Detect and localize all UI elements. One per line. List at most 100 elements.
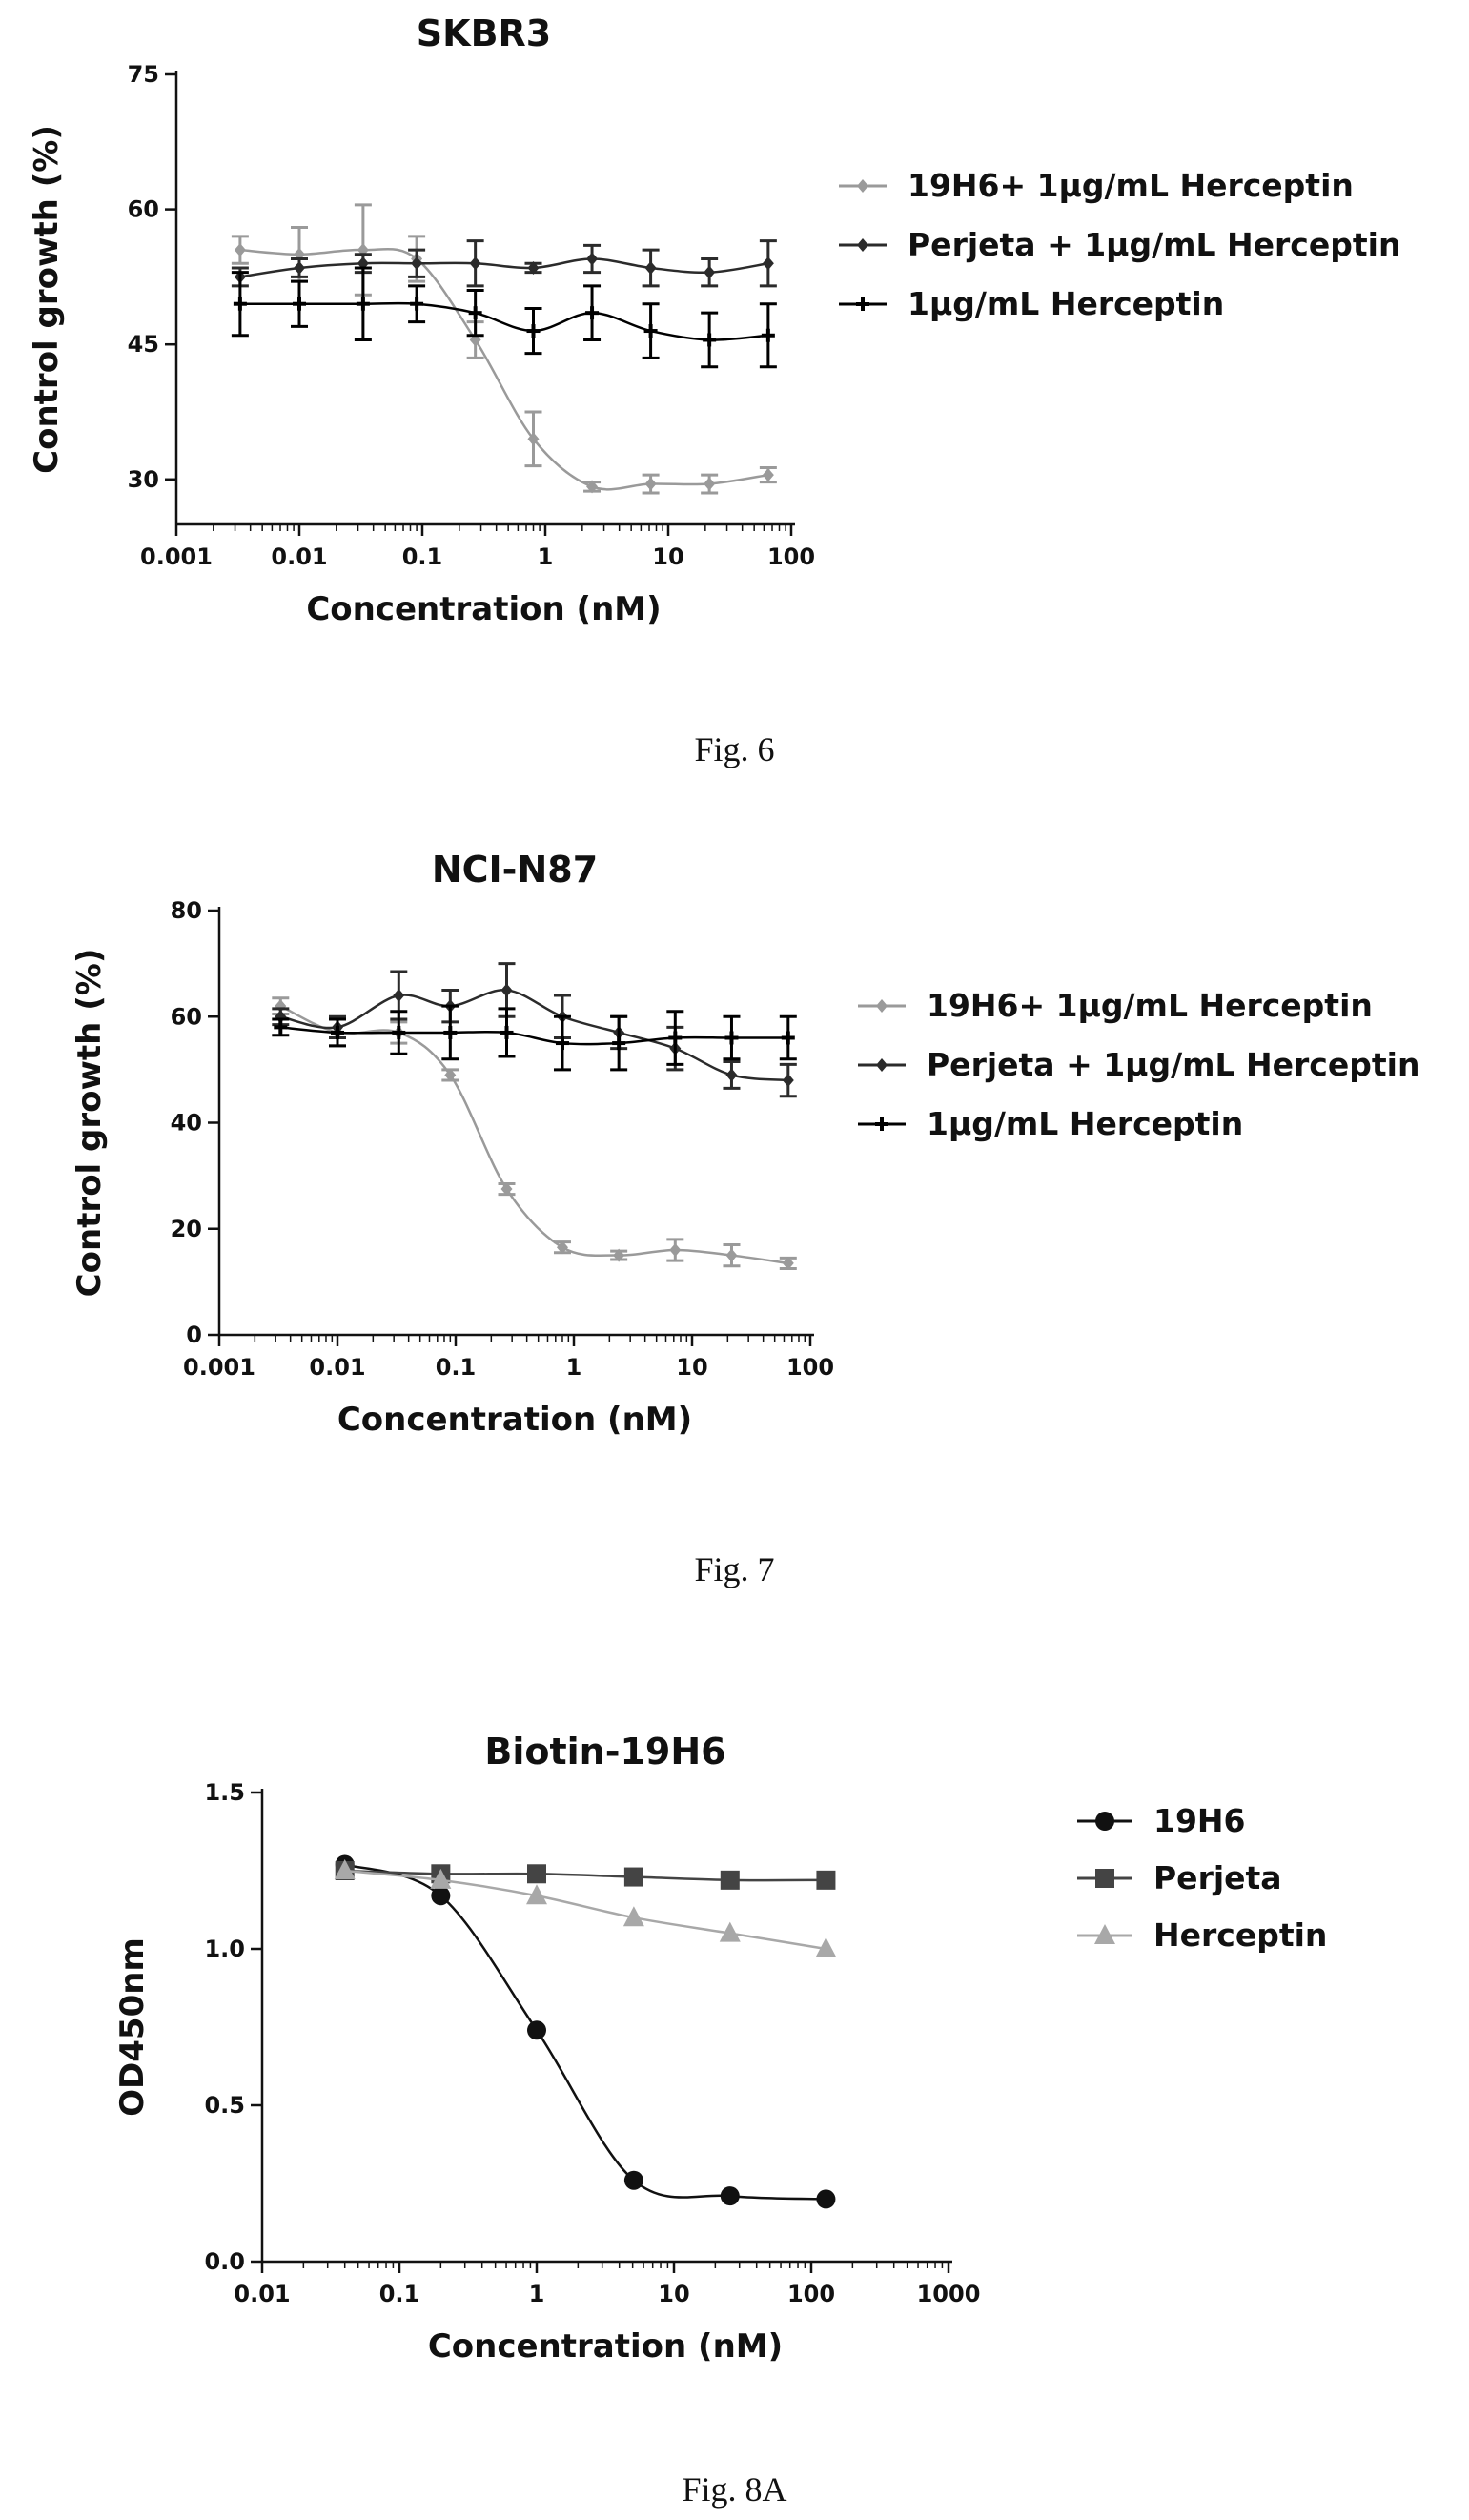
x-axis-label: Concentration (nM) [306, 590, 661, 628]
legend-marker [856, 297, 869, 311]
x-tick-label: 10 [658, 2281, 689, 2307]
y-tick-label: 75 [128, 61, 159, 88]
x-tick-label: 10 [676, 1354, 707, 1381]
series-line [280, 1026, 788, 1046]
legend-marker [1095, 1812, 1114, 1831]
data-point [704, 265, 716, 279]
y-tick-label: 1.5 [204, 1779, 245, 1806]
x-tick-label: 0.01 [309, 1354, 365, 1381]
data-point [444, 1068, 457, 1082]
y-tick-label: 30 [128, 466, 159, 493]
data-point [443, 1025, 458, 1039]
legend-marker [857, 238, 868, 252]
legend-entry: Perjeta [1077, 1859, 1282, 1896]
series-line [344, 1869, 826, 1882]
data-point [719, 1921, 741, 1942]
data-point [725, 1068, 738, 1082]
x-tick-label: 0.1 [402, 543, 443, 570]
legend-label: Perjeta [1153, 1859, 1282, 1896]
data-point [586, 480, 599, 494]
series-line [279, 1004, 788, 1265]
data-point [720, 2186, 740, 2206]
data-point [293, 297, 306, 311]
data-point [392, 1025, 406, 1039]
legend-label: 1μg/mL Herceptin [927, 1105, 1243, 1142]
data-point [334, 1859, 356, 1879]
legend-entry: 19H6+ 1μg/mL Herceptin [839, 167, 1354, 204]
legend-entry: Perjeta + 1μg/mL Herceptin [839, 226, 1400, 263]
y-tick-label: 60 [128, 196, 159, 223]
x-tick-label: 0.01 [271, 543, 327, 570]
data-point [393, 989, 405, 1002]
chart-panel-nci-n87: NCI-N87 0 20 40 60 80 0.001 0.01 0.1 1 10 100 Concen… [0, 839, 1469, 1583]
chart-title: Biotin-19H6 [484, 1731, 725, 1772]
chart-title: NCI-N87 [432, 849, 598, 891]
series-2 [272, 962, 797, 1098]
y-axis-label: Control growth (%) [71, 949, 109, 1298]
data-point [725, 1248, 738, 1262]
series-1 [231, 203, 777, 495]
y-tick-label: 0.5 [204, 2092, 245, 2119]
data-point [331, 1025, 344, 1039]
series-1 [335, 1854, 836, 2209]
figure-caption-6: Fig. 6 [694, 730, 775, 768]
series-2 [231, 239, 777, 288]
series-line [344, 1863, 826, 2201]
data-point [781, 1031, 795, 1045]
legend-marker [1095, 1869, 1114, 1888]
x-tick-label: 100 [787, 2281, 835, 2307]
data-point [613, 1248, 625, 1262]
legend-entry: Herceptin [1077, 1916, 1327, 1954]
data-point [816, 2189, 836, 2209]
data-point [410, 297, 424, 311]
x-tick-label: 0.1 [379, 2281, 420, 2307]
series-3 [334, 1859, 837, 1957]
y-tick-label: 0.0 [204, 2248, 245, 2275]
data-point [703, 333, 717, 347]
data-point [720, 1870, 740, 1890]
data-point [782, 1256, 794, 1270]
chart-skbr3: SKBR3 30 45 60 75 0.001 0.01 0.1 1 10 100 Concentra… [28, 12, 1400, 628]
data-point [761, 328, 775, 342]
data-point [644, 477, 657, 491]
data-point [668, 1031, 683, 1045]
legend-label: 1μg/mL Herceptin [908, 285, 1224, 322]
figure-caption-8a: Fig. 8A [682, 2470, 787, 2509]
legend-entry: Perjeta + 1μg/mL Herceptin [858, 1046, 1419, 1083]
series-line [280, 989, 788, 1082]
y-tick-label: 45 [128, 331, 159, 358]
data-point [586, 252, 599, 266]
legend-marker [876, 999, 888, 1013]
data-point [411, 256, 423, 271]
chart-title: SKBR3 [417, 12, 551, 54]
y-tick-label: 0 [186, 1321, 202, 1348]
series-3 [272, 1004, 797, 1072]
y-tick-label: 40 [171, 1110, 202, 1137]
figure-caption-7: Fig. 7 [694, 1550, 775, 1588]
x-tick-label: 0.01 [234, 2281, 290, 2307]
data-point [527, 432, 540, 446]
data-point [644, 260, 657, 275]
data-point [724, 1031, 739, 1045]
x-axis-label: Concentration (nM) [428, 2327, 783, 2366]
x-tick-label: 1 [538, 543, 554, 570]
data-point [762, 468, 774, 482]
legend-entry: 1μg/mL Herceptin [839, 285, 1224, 322]
x-tick-label: 100 [767, 543, 815, 570]
legend-entry: 19H6+ 1μg/mL Herceptin [858, 987, 1373, 1024]
data-point [431, 1886, 451, 1906]
chart-biotin-19h6: Biotin-19H6 0.0 0.5 1.0 1.5 0.01 0.1 1 10 100 1000… [113, 1731, 1327, 2366]
legend-label: 19H6+ 1μg/mL Herceptin [927, 987, 1373, 1024]
data-point [527, 2020, 546, 2040]
data-point [500, 1025, 514, 1039]
data-point [612, 1036, 626, 1051]
data-point [500, 1182, 513, 1197]
data-point [585, 306, 600, 320]
data-point [526, 324, 541, 338]
data-point [430, 1868, 452, 1889]
y-tick-label: 1.0 [204, 1936, 245, 1962]
series-2 [335, 1861, 836, 1890]
legend-label: 19H6+ 1μg/mL Herceptin [908, 167, 1354, 204]
y-axis-label: Control growth (%) [28, 125, 66, 474]
legend-label: Perjeta + 1μg/mL Herceptin [927, 1046, 1419, 1083]
